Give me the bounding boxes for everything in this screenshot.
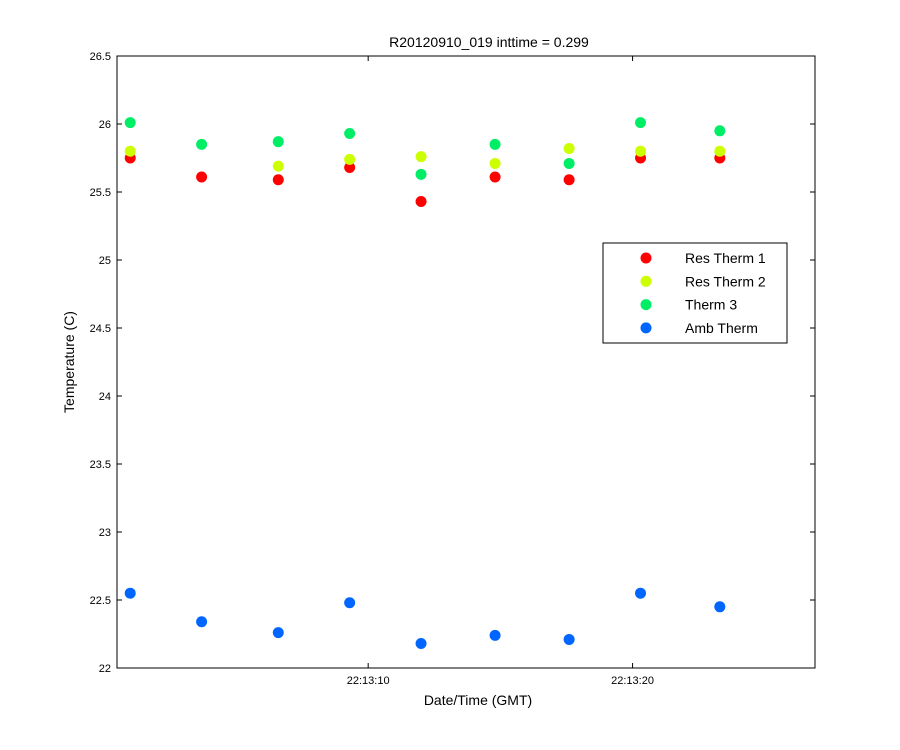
data-point	[489, 629, 501, 641]
data-point	[272, 160, 284, 172]
x-axis: 22:13:10 22:13:20	[347, 56, 654, 687]
legend-label: Therm 3	[685, 297, 737, 313]
data-point	[415, 196, 427, 208]
legend-marker	[640, 299, 652, 311]
data-point	[415, 151, 427, 163]
y-tick-label: 23	[99, 527, 111, 539]
series-3	[124, 117, 726, 180]
data-point	[344, 128, 356, 140]
legend-label: Amb Therm	[685, 320, 758, 336]
legend-label: Res Therm 2	[685, 273, 766, 289]
legend-box	[602, 242, 788, 344]
data-point	[124, 145, 136, 157]
data-point	[344, 162, 356, 174]
x-tick-label: 22:13:20	[611, 675, 654, 687]
legend-marker	[640, 252, 652, 264]
y-axis-title: Temperature (C)	[61, 311, 77, 413]
data-point	[344, 153, 356, 165]
data-point	[563, 174, 575, 186]
series-2	[124, 142, 726, 172]
data-point	[714, 601, 726, 613]
data-point	[563, 142, 575, 154]
data-point	[714, 145, 726, 157]
data-point	[124, 117, 136, 129]
x-axis-title: Date/Time (GMT)	[424, 692, 532, 708]
x-tick-label: 22:13:10	[347, 675, 390, 687]
data-point	[196, 138, 208, 150]
data-point	[272, 136, 284, 148]
data-point	[196, 616, 208, 628]
legend-marker	[640, 275, 652, 287]
data-point	[489, 138, 501, 150]
data-point	[272, 174, 284, 186]
data-point	[714, 125, 726, 137]
data-point	[415, 168, 427, 180]
data-point	[124, 587, 136, 599]
legend-label: Res Therm 1	[685, 250, 766, 266]
y-tick-label: 26.5	[90, 51, 111, 63]
chart-title: R20120910_019 inttime = 0.299	[389, 34, 589, 50]
y-tick-label: 24.5	[90, 323, 111, 335]
y-axis: 22 22.5 23 23.5 24 24.5 25 25.5 26 26.5	[90, 51, 815, 675]
y-tick-label: 24	[99, 391, 111, 403]
data-point	[563, 633, 575, 645]
data-point	[344, 597, 356, 609]
data-points	[124, 117, 726, 650]
series-4	[124, 587, 726, 650]
data-point	[563, 157, 575, 169]
data-point	[415, 638, 427, 650]
data-point	[196, 171, 208, 183]
data-point	[489, 157, 501, 169]
legend-marker	[640, 322, 652, 334]
data-point	[635, 587, 646, 599]
data-point	[272, 627, 284, 639]
y-tick-label: 23.5	[90, 459, 111, 471]
data-point	[489, 171, 501, 183]
y-tick-label: 25.5	[90, 187, 111, 199]
data-point	[635, 117, 646, 129]
y-tick-label: 25	[99, 255, 111, 267]
y-tick-label: 22	[99, 663, 111, 675]
plot-area	[116, 55, 816, 669]
data-point	[635, 145, 646, 157]
y-tick-label: 26	[99, 119, 111, 131]
y-tick-label: 22.5	[90, 595, 111, 607]
legend: Res Therm 1 Res Therm 2 Therm 3 Amb Therm	[602, 242, 788, 344]
